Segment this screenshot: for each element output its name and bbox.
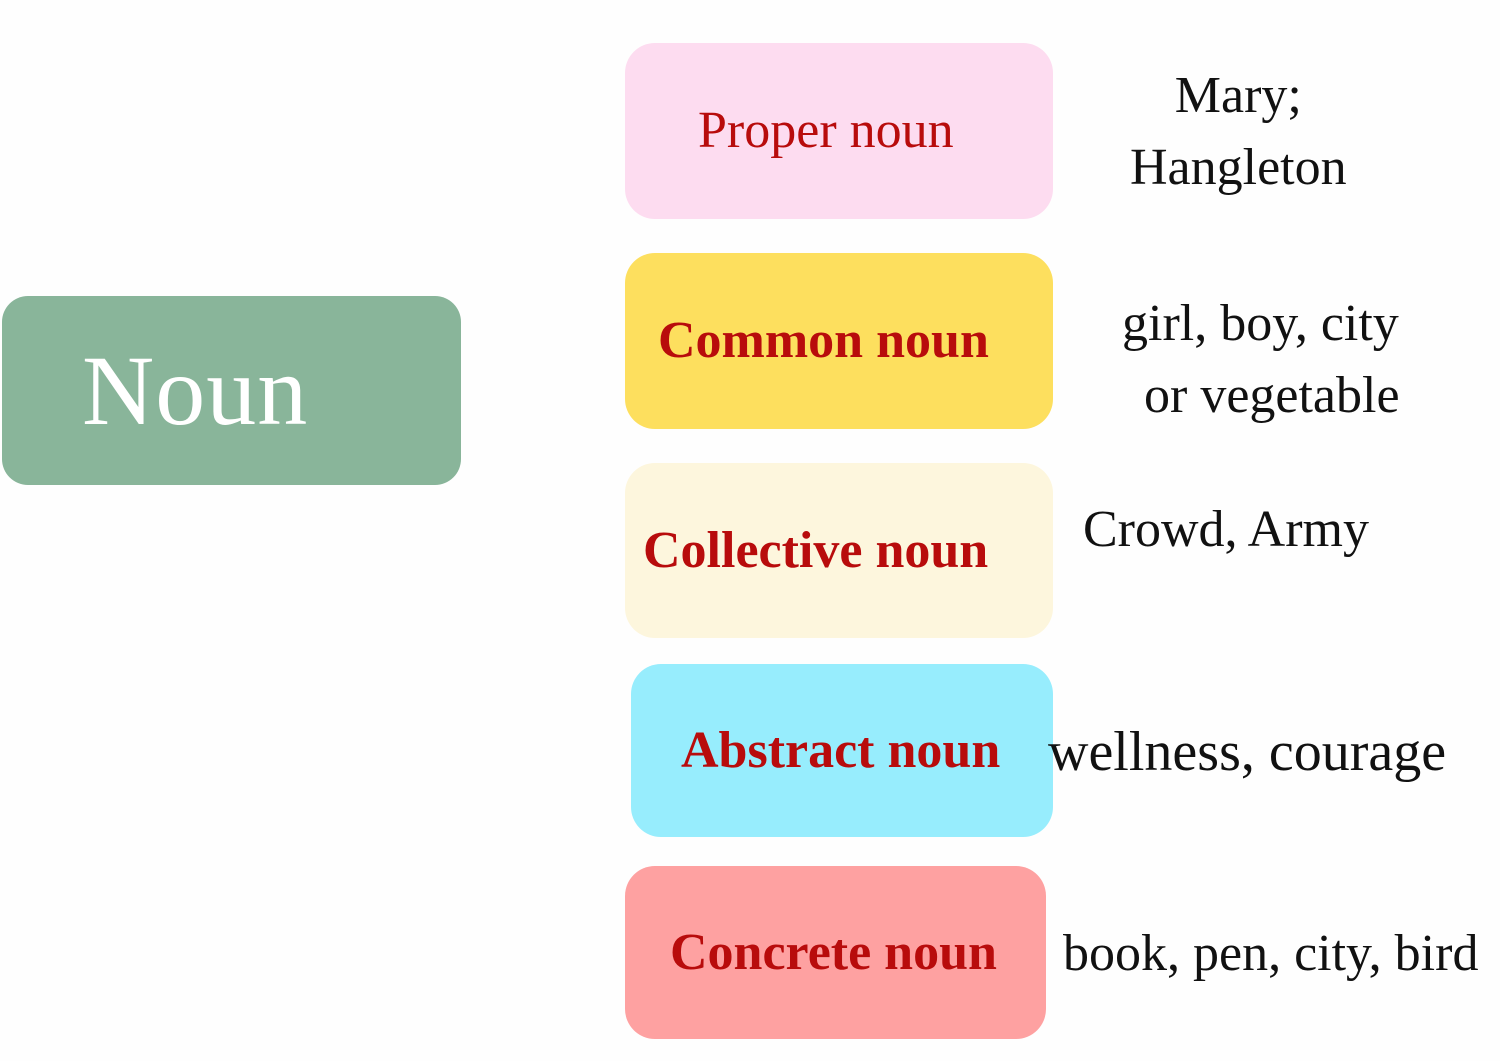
root-node-noun: Noun — [2, 296, 461, 485]
example-line: Hangleton — [1130, 139, 1347, 196]
example-line: Crowd, Army — [1083, 501, 1369, 558]
category-label-concrete-noun: Concrete noun — [670, 923, 997, 981]
category-label-proper-noun: Proper noun — [698, 102, 954, 159]
examples-common-noun: girl, boy, city or vegetable — [1122, 288, 1400, 432]
category-box-collective-noun: Collective noun — [625, 463, 1053, 638]
category-label-collective-noun: Collective noun — [643, 521, 989, 579]
examples-concrete-noun: book, pen, city, bird — [1063, 918, 1478, 990]
category-label-abstract-noun: Abstract noun — [681, 721, 1001, 779]
category-label-common-noun: Common noun — [658, 312, 989, 369]
category-box-abstract-noun: Abstract noun — [631, 664, 1053, 837]
examples-collective-noun: Crowd, Army — [1083, 494, 1369, 566]
example-line: girl, boy, city — [1122, 295, 1399, 352]
example-line: or vegetable — [1144, 367, 1400, 424]
examples-proper-noun: Mary; Hangleton — [1130, 60, 1347, 204]
examples-abstract-noun: wellness, courage — [1048, 716, 1446, 788]
example-line: Mary; — [1174, 67, 1302, 124]
category-box-concrete-noun: Concrete noun — [625, 866, 1046, 1039]
category-box-common-noun: Common noun — [625, 253, 1053, 429]
example-line: book, pen, city, bird — [1063, 925, 1479, 982]
example-line: wellness, courage — [1048, 721, 1447, 783]
root-node-label: Noun — [82, 334, 309, 446]
category-box-proper-noun: Proper noun — [625, 43, 1053, 219]
